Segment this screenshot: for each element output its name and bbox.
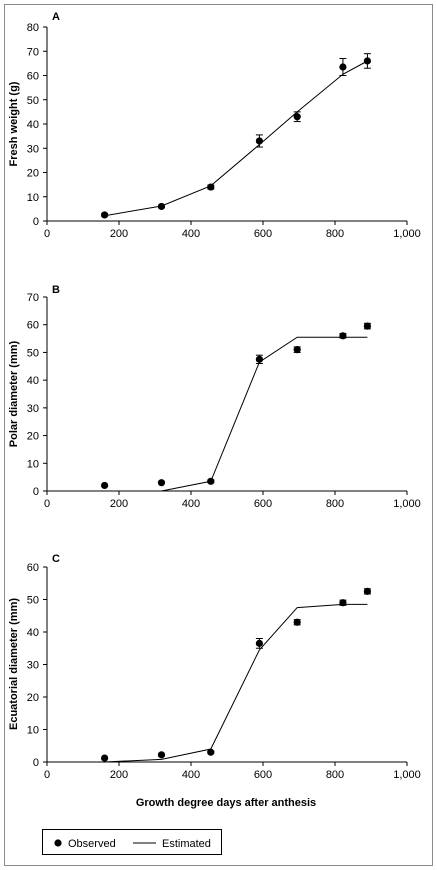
panel-c: C Ecuatorial diameter (mm) 0 10 20 30 40 50 60… <box>8 553 421 809</box>
panel-a-label: A <box>52 11 60 23</box>
observed-point <box>339 332 347 340</box>
x-tick-label: 200 <box>110 228 128 240</box>
observed-point <box>255 639 263 647</box>
y-tick-label: 10 <box>27 725 39 737</box>
estimated-series-line <box>104 60 368 217</box>
legend: Observed Estimated <box>42 829 222 855</box>
panel-b-ylabel: Polar diameter (mm) <box>8 340 20 447</box>
observed-point <box>157 751 166 759</box>
legend-graphic: Observed Estimated <box>54 838 211 850</box>
x-tick-label: 200 <box>110 769 128 781</box>
y-tick-label: 30 <box>27 403 39 415</box>
observed-point <box>339 63 347 71</box>
x-tick-label: 1,000 <box>393 498 421 510</box>
y-tick-label: 10 <box>27 458 39 470</box>
x-tick-label: 600 <box>254 498 272 510</box>
x-tick-label: 600 <box>254 228 272 240</box>
figure-frame <box>4 4 433 866</box>
y-tick-label: 50 <box>27 595 39 607</box>
x-tick-label: 800 <box>326 498 344 510</box>
y-tick-label: 60 <box>27 71 39 83</box>
observed-point <box>207 748 215 756</box>
x-tick-label: 0 <box>44 769 50 781</box>
observed-point <box>339 599 347 607</box>
y-tick-label: 0 <box>33 757 39 769</box>
y-tick-label: 70 <box>27 46 39 58</box>
y-tick-label: 0 <box>33 216 39 228</box>
y-tick-label: 80 <box>27 22 39 34</box>
y-tick-label: 40 <box>27 119 39 131</box>
y-tick-label: 20 <box>27 431 39 443</box>
y-tick-label: 40 <box>27 627 39 639</box>
x-tick-label: 800 <box>326 228 344 240</box>
y-tick-label: 30 <box>27 660 39 672</box>
observed-point <box>101 481 109 490</box>
x-tick-label: 0 <box>44 228 50 240</box>
observed-point <box>207 183 215 191</box>
observed-point <box>101 754 109 762</box>
observed-point <box>157 202 166 211</box>
observed-point <box>363 322 371 330</box>
observed-point <box>293 618 301 626</box>
x-tick-label: 1,000 <box>393 769 421 781</box>
panel-b-plot-area: 0 10 20 30 40 50 60 70 0 200 400 600 800 1,000 <box>27 292 421 510</box>
x-axis-title: Growth degree days after anthesis <box>136 797 316 809</box>
observed-point <box>101 211 109 219</box>
y-tick-label: 20 <box>27 692 39 704</box>
y-tick-label: 10 <box>27 192 39 204</box>
legend-observed-marker <box>54 839 62 847</box>
estimated-series-line <box>104 603 368 763</box>
observed-point <box>293 346 301 354</box>
legend-observed-label: Observed <box>68 838 116 850</box>
x-tick-label: 800 <box>326 769 344 781</box>
x-tick-label: 400 <box>182 769 200 781</box>
y-tick-label: 60 <box>27 320 39 332</box>
observed-point <box>157 479 166 487</box>
panel-c-ylabel: Ecuatorial diameter (mm) <box>8 598 20 730</box>
observed-point <box>293 113 301 121</box>
x-tick-label: 0 <box>44 498 50 510</box>
panel-c-label: C <box>52 553 60 565</box>
panel-b: B Polar diameter (mm) 0 10 20 30 40 50 60 70 0 20… <box>8 284 421 510</box>
y-tick-label: 20 <box>27 168 39 180</box>
legend-estimated-label: Estimated <box>162 838 211 850</box>
observed-point <box>363 57 371 65</box>
y-tick-label: 70 <box>27 292 39 304</box>
observed-point <box>363 587 371 595</box>
observed-point <box>207 477 215 485</box>
observed-point <box>255 355 263 363</box>
x-tick-label: 1,000 <box>393 228 421 240</box>
y-tick-label: 0 <box>33 486 39 498</box>
y-tick-label: 30 <box>27 143 39 155</box>
x-tick-label: 600 <box>254 769 272 781</box>
estimated-series-line <box>161 336 368 492</box>
panel-a-ylabel: Fresh weight (g) <box>8 81 20 166</box>
y-tick-label: 60 <box>27 562 39 574</box>
observed-point <box>255 137 263 145</box>
x-tick-label: 400 <box>182 498 200 510</box>
y-tick-label: 50 <box>27 95 39 107</box>
x-tick-label: 200 <box>110 498 128 510</box>
y-tick-label: 50 <box>27 347 39 359</box>
panel-b-label: B <box>52 284 60 296</box>
x-tick-label: 400 <box>182 228 200 240</box>
y-tick-label: 40 <box>27 375 39 387</box>
